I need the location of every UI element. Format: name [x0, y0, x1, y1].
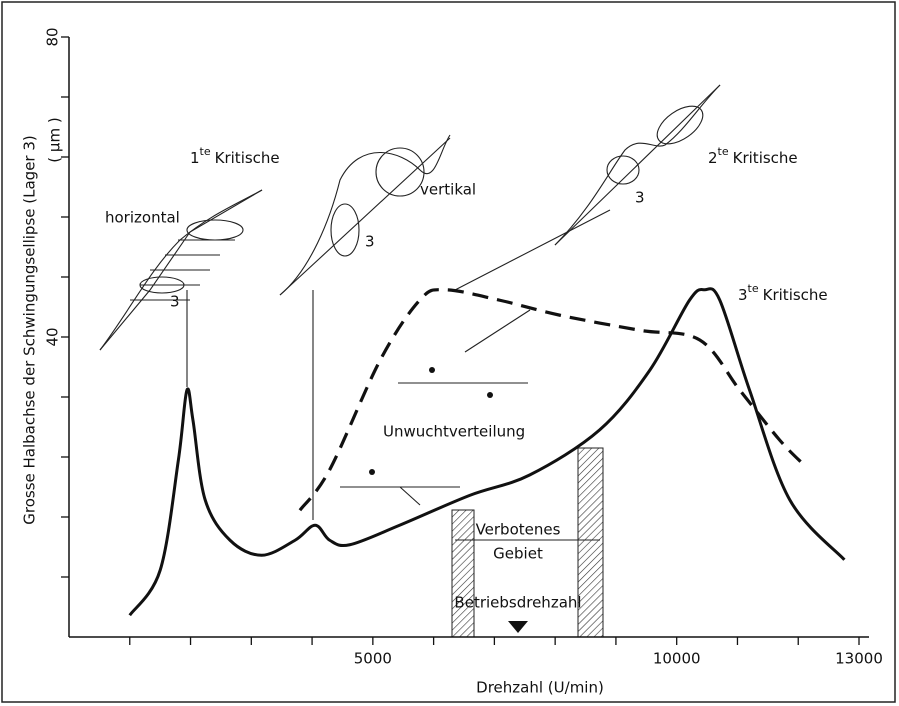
series-line	[128, 287, 846, 617]
annotation: horizontal	[105, 209, 180, 227]
annotation: vertikal	[420, 181, 476, 199]
annotation: 3te Kritische	[738, 282, 828, 304]
x-tick-label: 13000	[835, 650, 883, 668]
forbidden-left	[451, 509, 475, 638]
x-tick-label: 10000	[653, 650, 701, 668]
annotation: Gebiet	[493, 545, 543, 563]
y-tick-label: 40	[44, 327, 62, 346]
y-tick-label: 80	[44, 27, 62, 46]
annotation: Betriebsdrehzahl	[454, 594, 581, 612]
operating-marker	[508, 621, 528, 633]
y-unit: ( μm )	[46, 117, 64, 162]
annotation: 1te Kritische	[190, 145, 280, 167]
annotation: Unwuchtverteilung	[383, 423, 525, 441]
annotation: 3	[170, 293, 180, 311]
x-label: Drehzahl (U/min)	[476, 679, 604, 697]
annotation: 3	[365, 233, 375, 251]
x-tick-label: 5000	[354, 650, 392, 668]
annotation: Verbotenes	[476, 521, 561, 539]
series-line	[298, 288, 806, 512]
mode-shapes	[99, 84, 721, 520]
annotation: 2te Kritische	[708, 145, 798, 167]
annotation: 3	[635, 189, 645, 207]
y-label: Grosse Halbachse der Schwingungsellipse …	[21, 135, 39, 525]
forbidden-right	[577, 447, 604, 638]
